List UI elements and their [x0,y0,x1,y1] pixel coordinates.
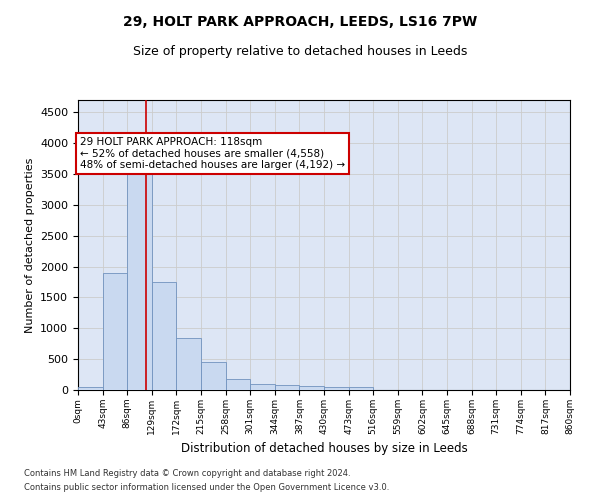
Bar [78,387,103,390]
Bar [127,174,152,390]
Text: Size of property relative to detached houses in Leeds: Size of property relative to detached ho… [133,45,467,58]
Bar [226,379,250,390]
Bar [349,387,373,390]
Text: 29 HOLT PARK APPROACH: 118sqm
← 52% of detached houses are smaller (4,558)
48% o: 29 HOLT PARK APPROACH: 118sqm ← 52% of d… [80,137,345,170]
Text: Contains public sector information licensed under the Open Government Licence v3: Contains public sector information licen… [24,484,389,492]
Bar [250,384,275,390]
Bar [176,338,201,390]
Bar [103,273,127,390]
Bar [324,386,349,390]
Y-axis label: Number of detached properties: Number of detached properties [25,158,35,332]
X-axis label: Distribution of detached houses by size in Leeds: Distribution of detached houses by size … [181,442,467,456]
Bar [275,386,299,390]
Bar [152,282,176,390]
Text: Contains HM Land Registry data © Crown copyright and database right 2024.: Contains HM Land Registry data © Crown c… [24,468,350,477]
Text: 29, HOLT PARK APPROACH, LEEDS, LS16 7PW: 29, HOLT PARK APPROACH, LEEDS, LS16 7PW [123,15,477,29]
Bar [299,386,324,390]
Bar [201,362,226,390]
